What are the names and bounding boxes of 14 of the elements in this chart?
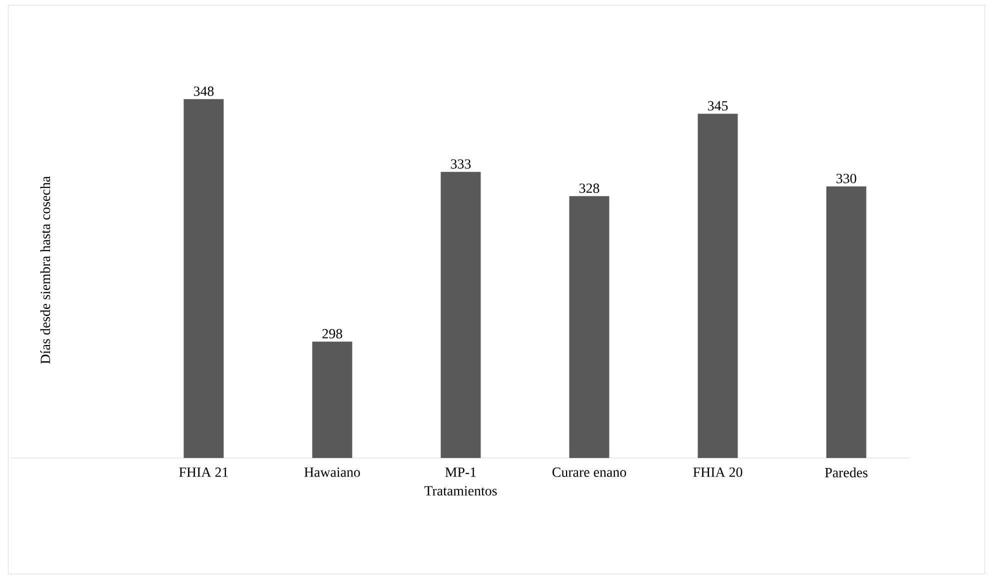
data-label: 333	[450, 159, 471, 169]
x-tick-label: MP-1	[445, 467, 476, 477]
y-axis-title: Días desde siembra hasta cosecha	[40, 176, 50, 364]
data-label: 348	[194, 86, 214, 96]
x-tick-label: Paredes	[825, 467, 868, 478]
data-label: 345	[708, 101, 728, 110]
x-tick-label: FHIA 21	[179, 467, 228, 477]
x-axis-title: Tratamientos	[424, 486, 497, 496]
x-tick-label: FHIA 20	[693, 467, 742, 477]
data-label: 330	[836, 174, 856, 184]
data-label: 328	[579, 183, 600, 193]
x-tick-label: Curare enano	[552, 467, 626, 477]
x-tick-label: Hawaiano	[304, 467, 360, 477]
data-label: 298	[322, 328, 342, 338]
